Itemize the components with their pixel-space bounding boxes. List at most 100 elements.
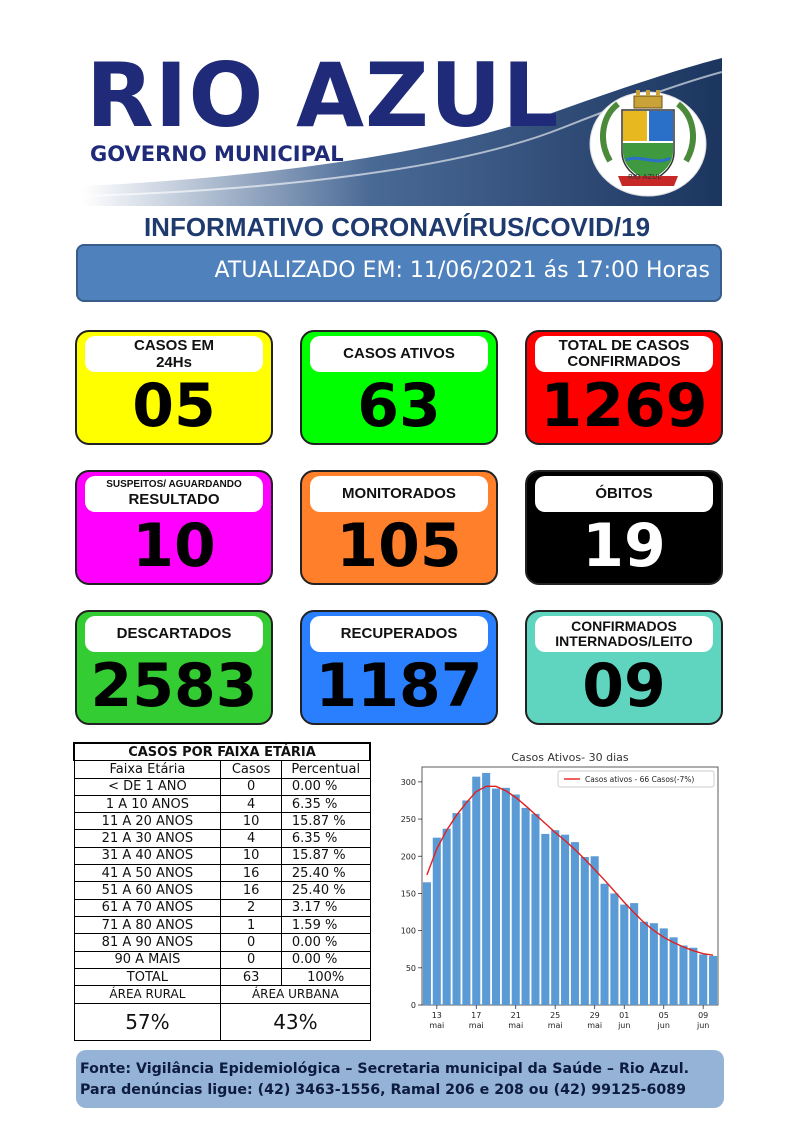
table-header-row: Faixa Etária Casos Percentual: [73, 760, 371, 779]
y-tick-label: 50: [406, 964, 416, 973]
cell-percent: 15.87 %: [280, 846, 371, 866]
active-cases-chart: Casos Ativos- 30 dias 0 50 100 150 200 250 300 1…: [388, 747, 724, 1037]
cell-age-group: 21 A 30 ANOS: [73, 829, 222, 848]
x-tick-label-day: 21: [511, 1011, 521, 1020]
cell-cases: 1: [220, 915, 282, 935]
total-cases: 63: [220, 967, 282, 987]
table-row: 41 A 50 ANOS 16 25.40 %: [73, 864, 371, 883]
card-recovered: RECUPERADOS 1187: [300, 610, 498, 725]
bar: [649, 923, 658, 1005]
cell-age-group: 1 A 10 ANOS: [73, 794, 222, 814]
card-value: 10: [132, 511, 216, 581]
card-label: RECUPERADOS: [310, 616, 488, 652]
bar: [630, 903, 639, 1005]
footer-panel: Fonte: Vigilância Epidemiológica – Secre…: [76, 1050, 724, 1108]
x-tick-label-month: mai: [469, 1021, 484, 1030]
coat-of-arms-icon: [589, 90, 707, 197]
bar: [689, 947, 698, 1005]
cell-percent: 0.00 %: [280, 777, 371, 796]
area-value-row: 57% 43%: [73, 1003, 371, 1042]
card-label: CASOS EM 24Hs: [85, 336, 263, 372]
x-tick-label-day: 01: [619, 1011, 629, 1020]
bar: [432, 837, 441, 1005]
x-tick-label-day: 17: [471, 1011, 481, 1020]
column-header: Percentual: [280, 760, 371, 779]
bar: [541, 833, 550, 1005]
area-urban-value: 43%: [220, 1003, 371, 1042]
table-title: CASOS POR FAIXA ETÁRIA: [73, 742, 371, 762]
cell-age-group: 51 A 60 ANOS: [73, 881, 222, 900]
cell-cases: 0: [220, 933, 282, 952]
table-body: < DE 1 ANO 0 0.00 % 1 A 10 ANOS 4 6.35 % 11 A …: [73, 777, 371, 969]
coat-of-arms-label: RIO AZUL: [628, 173, 662, 181]
bar: [590, 856, 599, 1005]
x-tick-label-month: mai: [508, 1021, 523, 1030]
cell-age-group: < DE 1 ANO: [73, 777, 222, 796]
bar: [462, 800, 471, 1005]
card-value: 1269: [540, 371, 708, 441]
area-rural-value: 57%: [73, 1003, 222, 1042]
card-hospitalized: CONFIRMADOS INTERNADOS/LEITO 09: [525, 610, 723, 725]
x-tick-label-month: mai: [429, 1021, 444, 1030]
bar: [521, 807, 530, 1005]
cell-cases: 4: [220, 794, 282, 814]
bar: [531, 813, 540, 1005]
brand-subtitle: GOVERNO MUNICIPAL: [90, 142, 344, 166]
card-value: 105: [336, 511, 462, 581]
x-tick-label-day: 25: [550, 1011, 560, 1020]
bar: [551, 830, 560, 1005]
cell-cases: 0: [220, 777, 282, 796]
plot-frame: [421, 766, 719, 1006]
table-row: 61 A 70 ANOS 2 3.17 %: [73, 898, 371, 917]
card-active-cases: CASOS ATIVOS 63: [300, 330, 498, 445]
bar: [610, 893, 619, 1005]
card-label: DESCARTADOS: [85, 616, 263, 652]
bar: [491, 788, 501, 1005]
x-tick-label-month: mai: [587, 1021, 602, 1030]
x-tick-label-month: jun: [657, 1021, 670, 1030]
card-label: CONFIRMADOS INTERNADOS/LEITO: [535, 616, 713, 652]
card-label: ÓBITOS: [535, 476, 713, 512]
area-urban-label: ÁREA URBANA: [220, 985, 371, 1005]
cell-percent: 25.40 %: [280, 881, 371, 900]
bar: [580, 856, 589, 1005]
card-discarded: DESCARTADOS 2583: [75, 610, 273, 725]
trend-line: [426, 785, 714, 956]
y-tick-label: 0: [411, 1001, 416, 1010]
column-header: Casos: [220, 760, 282, 779]
update-text: ATUALIZADO EM: 11/06/2021 ás 17:00 Horas: [214, 258, 710, 283]
table-row: 11 A 20 ANOS 10 15.87 %: [73, 812, 371, 831]
cell-percent: 25.40 %: [280, 864, 371, 883]
cell-age-group: 31 A 40 ANOS: [73, 846, 222, 866]
card-label: MONITORADOS: [310, 476, 488, 512]
card-value: 63: [357, 371, 441, 441]
cell-cases: 10: [220, 846, 282, 866]
age-group-table: CASOS POR FAIXA ETÁRIA Faixa Etária Caso…: [73, 742, 371, 1042]
table-row: 31 A 40 ANOS 10 15.87 %: [73, 846, 371, 866]
bar: [561, 834, 570, 1005]
card-value: 05: [132, 371, 216, 441]
x-tick-label-day: 29: [590, 1011, 600, 1020]
x-tick-label-day: 05: [659, 1011, 669, 1020]
x-tick-label-month: jun: [696, 1021, 709, 1030]
card-monitored: MONITORADOS 105: [300, 470, 498, 585]
y-tick-label: 250: [401, 815, 416, 824]
table-row: 90 A MAIS 0 0.00 %: [73, 950, 371, 969]
card-deaths: ÓBITOS 19: [525, 470, 723, 585]
table-row: 71 A 80 ANOS 1 1.59 %: [73, 915, 371, 935]
card-label: RESULTADO: [128, 491, 220, 509]
cell-age-group: 11 A 20 ANOS: [73, 812, 222, 831]
bar: [442, 828, 451, 1005]
total-percent: 100%: [280, 967, 371, 987]
card-cases-24h: CASOS EM 24Hs 05: [75, 330, 273, 445]
update-banner: ATUALIZADO EM: 11/06/2021 ás 17:00 Horas: [76, 244, 722, 302]
table-row: < DE 1 ANO 0 0.00 %: [73, 777, 371, 796]
y-tick-label: 150: [401, 889, 416, 898]
footer-contact: Para denúncias ligue: (42) 3463-1556, Ra…: [80, 1082, 686, 1098]
bar: [659, 928, 668, 1005]
cell-age-group: 61 A 70 ANOS: [73, 898, 222, 917]
table-row: 81 A 90 ANOS 0 0.00 %: [73, 933, 371, 952]
card-value: 2583: [90, 651, 258, 721]
card-label-box: SUSPEITOS/ AGUARDANDO RESULTADO: [85, 476, 263, 512]
bar: [620, 904, 629, 1005]
